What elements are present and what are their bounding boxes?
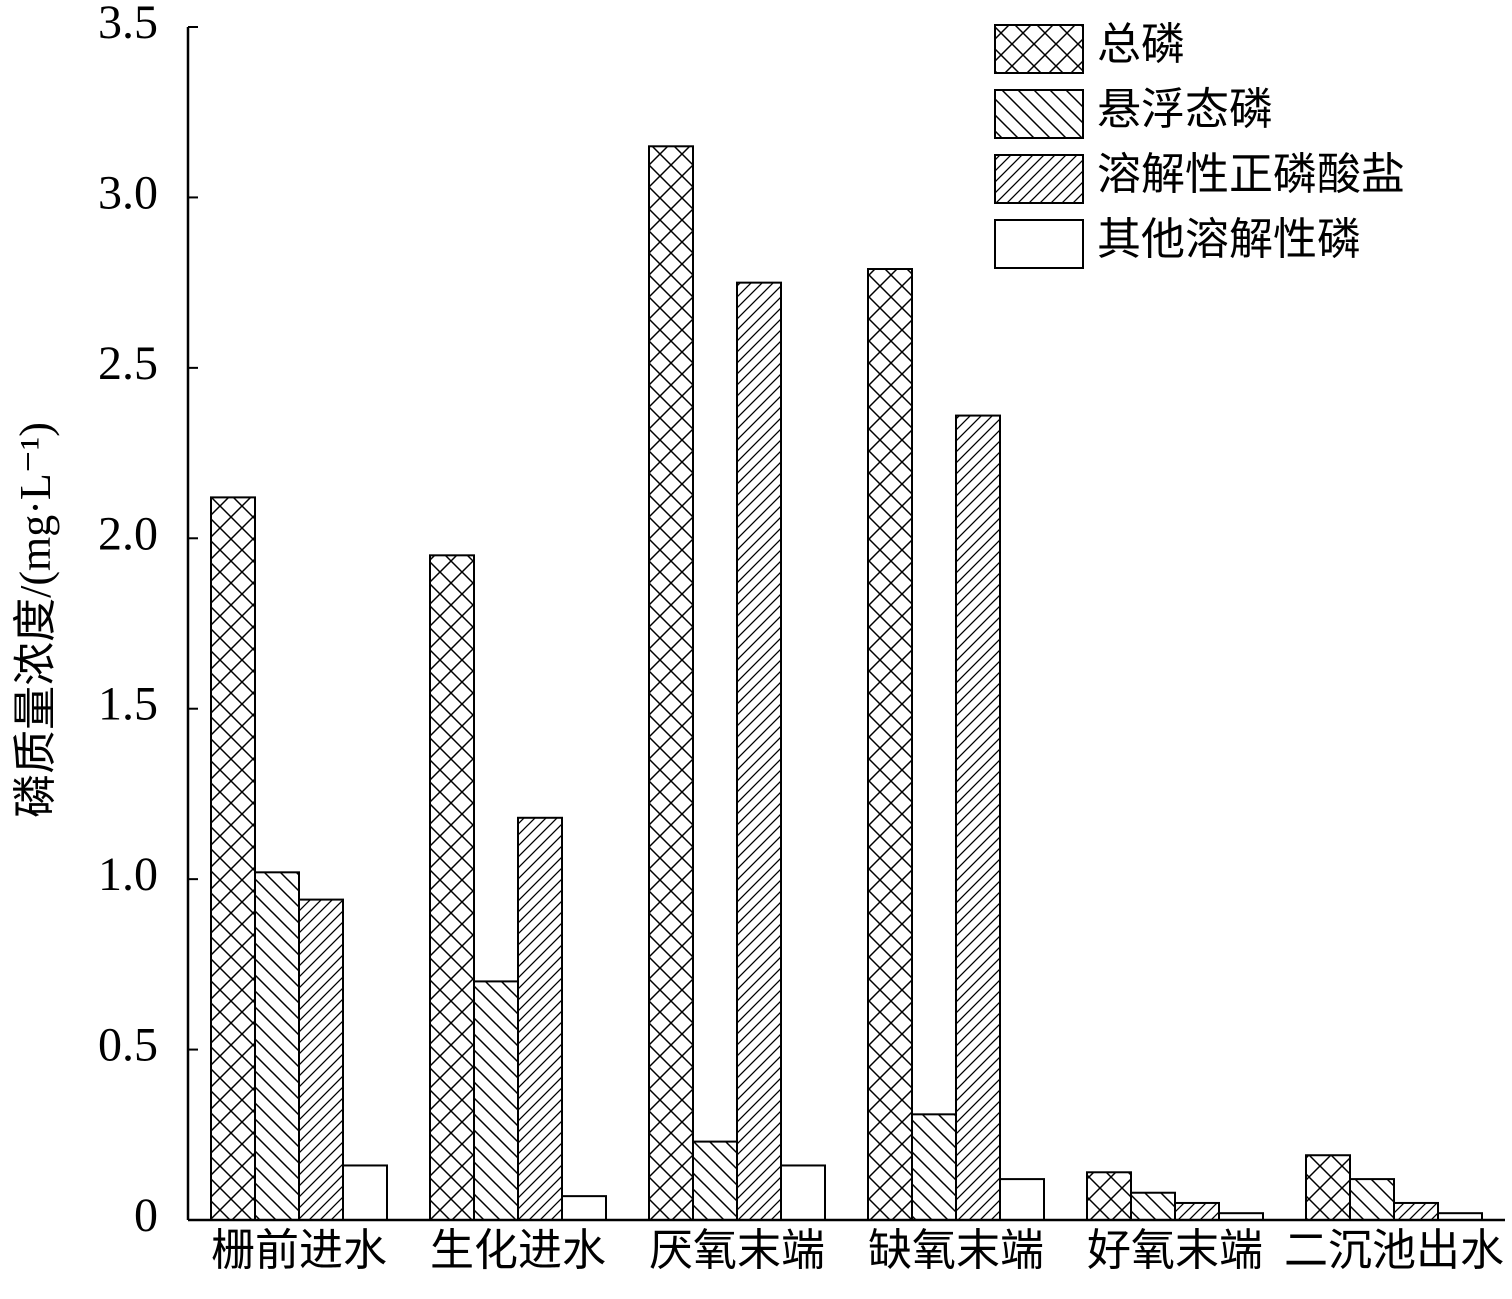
bar xyxy=(911,1113,957,1221)
x-tick-label: 生化进水 xyxy=(430,1226,606,1275)
y-tick-label: 2.0 xyxy=(98,507,158,560)
bar xyxy=(342,1164,388,1222)
bar xyxy=(1349,1178,1395,1222)
y-tick-label: 0.5 xyxy=(98,1019,158,1072)
bar xyxy=(648,145,694,1221)
y-tick-label: 3.5 xyxy=(98,0,158,49)
legend-swatch xyxy=(994,24,1084,74)
bar xyxy=(473,980,519,1222)
y-tick-label: 1.0 xyxy=(98,848,158,901)
bar xyxy=(517,816,563,1221)
bar xyxy=(780,1164,826,1222)
legend-swatch xyxy=(994,89,1084,139)
y-tick-label: 1.5 xyxy=(98,678,158,731)
y-tick-label: 2.5 xyxy=(98,337,158,390)
bar xyxy=(692,1140,738,1222)
bar xyxy=(298,898,344,1221)
bar xyxy=(955,414,1001,1221)
bar xyxy=(254,871,300,1222)
x-tick-label: 好氧末端 xyxy=(1087,1226,1263,1275)
bar xyxy=(1393,1201,1439,1222)
y-axis-label: 磷质量浓度/(mg·L⁻¹) xyxy=(11,422,60,818)
bar xyxy=(736,281,782,1221)
y-tick-label: 0 xyxy=(134,1189,158,1242)
x-tick-label: 栅前进水 xyxy=(211,1226,387,1275)
legend-label: 悬浮态磷 xyxy=(1097,85,1273,134)
bar xyxy=(1174,1201,1220,1222)
x-tick-label: 厌氧末端 xyxy=(649,1226,825,1275)
bar xyxy=(999,1178,1045,1222)
legend-label: 其他溶解性磷 xyxy=(1097,215,1361,264)
legend-swatch xyxy=(994,154,1084,204)
bar xyxy=(1305,1154,1351,1222)
x-tick-label: 缺氧末端 xyxy=(868,1226,1044,1275)
bar xyxy=(561,1195,607,1222)
legend-label: 溶解性正磷酸盐 xyxy=(1097,150,1405,199)
bar xyxy=(429,554,475,1221)
y-tick-label: 3.0 xyxy=(98,166,158,219)
legend-swatch xyxy=(994,219,1084,269)
legend-label: 总磷 xyxy=(1097,20,1185,69)
bar xyxy=(1130,1191,1176,1222)
bar xyxy=(1086,1171,1132,1222)
bar xyxy=(210,496,256,1221)
x-tick-label: 二沉池出水 xyxy=(1284,1226,1504,1275)
bar xyxy=(867,268,913,1222)
